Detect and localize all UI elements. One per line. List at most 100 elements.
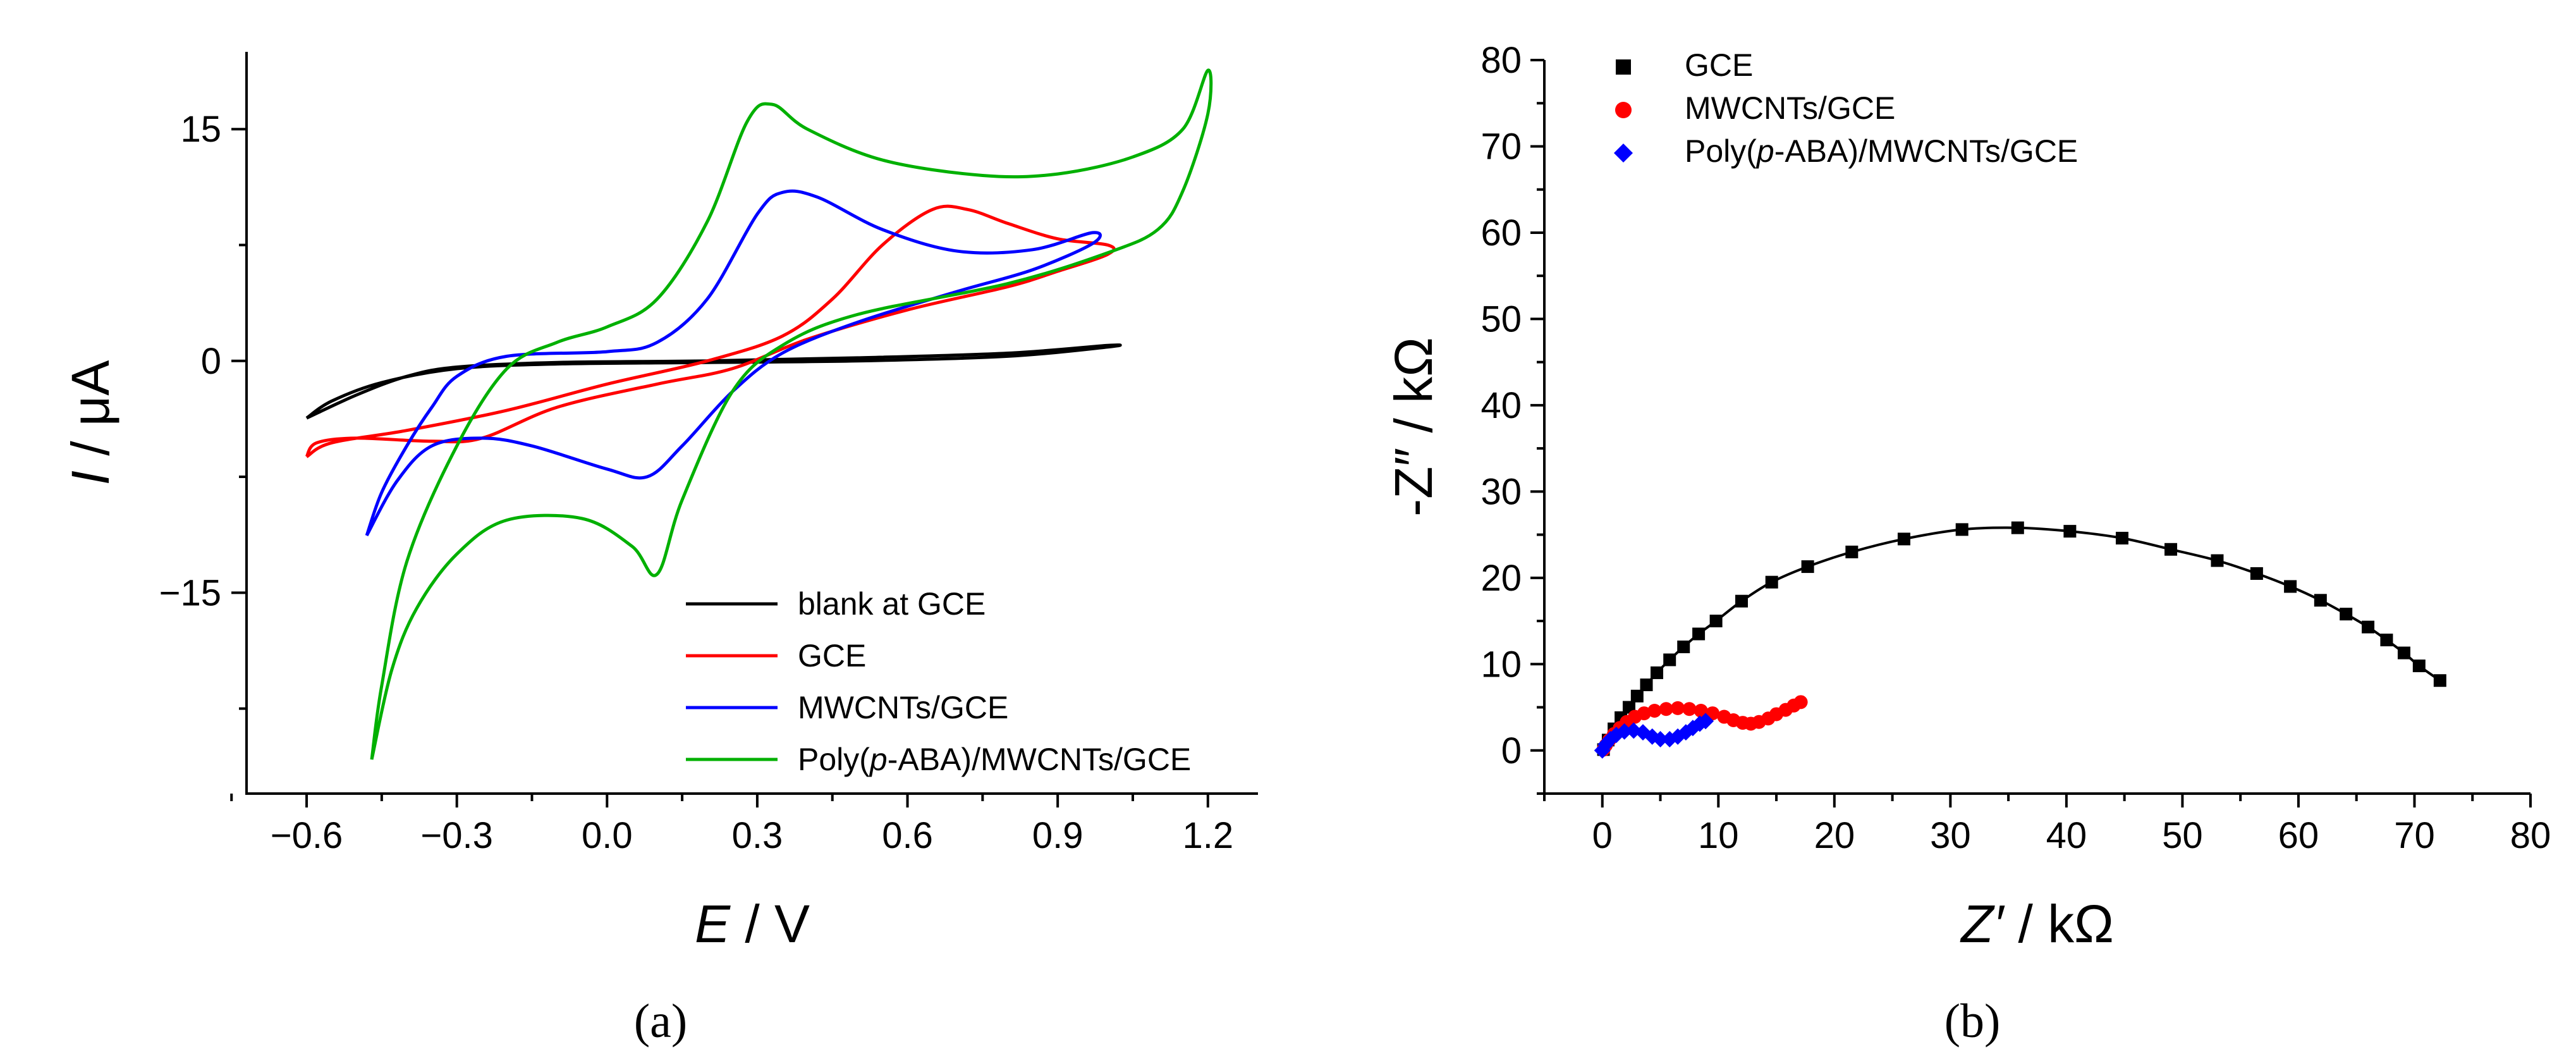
data-point: [2063, 525, 2077, 538]
axis-frame: [1543, 60, 2530, 795]
data-point: [1659, 702, 1673, 716]
data-point: [1682, 702, 1697, 716]
data-point: [1735, 594, 1748, 608]
x-tick-label: 20: [1814, 815, 1855, 856]
legend-label-part: p: [1755, 133, 1774, 169]
y-tick-label: 30: [1480, 471, 1522, 512]
x-axis-unit: / kΩ: [2003, 894, 2114, 954]
y-tick-label: 60: [1480, 212, 1522, 254]
data-point: [2115, 532, 2128, 545]
data-point: [2397, 646, 2410, 660]
legend-label-part: Poly(: [1685, 133, 1757, 169]
legend-marker: [1614, 144, 1633, 163]
x-tick-label: 60: [2278, 815, 2319, 856]
data-point: [1955, 523, 1969, 536]
legend-label: GCE: [1685, 47, 1753, 83]
y-tick-label: 15: [180, 109, 221, 150]
x-tick-label: 0.3: [732, 815, 783, 856]
panel-a-cv-chart: −0.6 −0.3 0.0 0.3 0.6 0.9 1.2 15 0 −15 E / V I / μA…: [61, 52, 1258, 1048]
x-axis-label: Z′ / kΩ: [1960, 894, 2114, 954]
data-point: [1697, 713, 1714, 730]
data-point: [2314, 594, 2327, 607]
y-axis-unit: / μA: [61, 360, 120, 470]
y-tick-label: 0: [1501, 730, 1522, 771]
y-tick-label: 80: [1480, 40, 1522, 81]
data-point: [1630, 689, 1644, 703]
y-tick-label: −15: [159, 572, 221, 613]
legend: blank at GCE GCE MWCNTs/GCE Poly(p-ABA)/MWC…: [686, 586, 1191, 777]
data-point: [1801, 560, 1814, 574]
data-point: [2211, 554, 2224, 567]
legend-label: Poly(p-ABA)/MWCNTs/GCE: [1685, 133, 2078, 169]
y-tick-label: 10: [1480, 644, 1522, 685]
x-tick-label: −0.3: [420, 815, 493, 856]
legend-marker: [1616, 59, 1631, 75]
x-tick-label: 50: [2162, 815, 2203, 856]
y-tick-label: 20: [1480, 558, 1522, 599]
x-tick-label: 40: [2046, 815, 2087, 856]
data-point: [1845, 545, 1859, 558]
y-axis-var: I: [61, 470, 120, 485]
x-axis-var: E: [695, 894, 731, 954]
x-tick-label: 0.0: [582, 815, 633, 856]
data-point: [1647, 703, 1662, 718]
legend-label-part: -ABA)/MWCNTs/GCE: [888, 742, 1192, 777]
x-axis-var: Z′: [1960, 894, 2005, 954]
x-tick-label: −0.6: [271, 815, 343, 856]
panel-label-a: (a): [634, 995, 687, 1048]
data-point: [1640, 678, 1653, 692]
x-tick-label: 1.2: [1182, 815, 1233, 856]
y-tick-label: 50: [1480, 298, 1522, 340]
x-tick-label: 30: [1930, 815, 1971, 856]
data-point: [1765, 575, 1778, 589]
data-point: [1652, 731, 1669, 748]
x-tick-label: 70: [2394, 815, 2435, 856]
data-point: [2284, 580, 2297, 593]
series-line-2: [365, 189, 1102, 537]
y-axis-label: I / μA: [61, 360, 120, 486]
data-point: [1793, 695, 1808, 709]
legend-label-part: p: [869, 742, 888, 777]
data-point: [1709, 615, 1723, 628]
data-point: [2362, 620, 2375, 634]
series-2: [1594, 713, 1714, 759]
legend-label: blank at GCE: [798, 586, 986, 622]
series-line-3: [370, 68, 1213, 760]
data-point: [2011, 521, 2024, 534]
y-tick-label: 0: [201, 341, 221, 382]
data-point: [1637, 706, 1651, 721]
y-tick-label: 70: [1480, 126, 1522, 167]
x-axis-label: E / V: [695, 894, 810, 954]
legend-label: MWCNTs/GCE: [1685, 90, 1895, 126]
data-point: [2340, 608, 2353, 621]
x-tick-label: 80: [2510, 815, 2551, 856]
data-point: [1671, 701, 1685, 715]
data-point: [1677, 641, 1690, 653]
data-point: [1897, 532, 1910, 546]
y-tick-label: 40: [1480, 385, 1522, 426]
panel-label-b: (b): [1944, 995, 2001, 1048]
legend-label: Poly(p-ABA)/MWCNTs/GCE: [798, 742, 1191, 777]
data-point: [2380, 634, 2393, 647]
data-point: [1692, 627, 1706, 641]
x-tick-label: 0.6: [882, 815, 933, 856]
axis-frame: [245, 52, 1258, 795]
data-point: [2250, 567, 2263, 580]
legend-label: GCE: [798, 638, 866, 673]
legend-label-part: -ABA)/MWCNTs/GCE: [1774, 133, 2079, 169]
y-axis-label: -Z″ / kΩ: [1384, 337, 1443, 517]
x-tick-label: 10: [1698, 815, 1739, 856]
x-tick-label: 0.9: [1032, 815, 1084, 856]
data-point: [2433, 674, 2446, 687]
legend-label-part: Poly(: [798, 742, 870, 777]
series-line-0: [305, 343, 1122, 420]
legend-label: MWCNTs/GCE: [798, 690, 1008, 725]
data-point: [1663, 653, 1676, 666]
data-point: [1651, 666, 1664, 679]
legend-marker: [1615, 102, 1632, 118]
series-line-1: [305, 204, 1116, 458]
panel-b-eis-chart: 0 10 20 30 40 50 60 70 80 0 10 20 30 40 50 60 70 80 Z′ / k…: [1384, 40, 2551, 1048]
data-point: [2412, 660, 2426, 673]
legend: GCE MWCNTs/GCE Poly(p-ABA)/MWCNTs/GCE: [1614, 47, 2078, 169]
